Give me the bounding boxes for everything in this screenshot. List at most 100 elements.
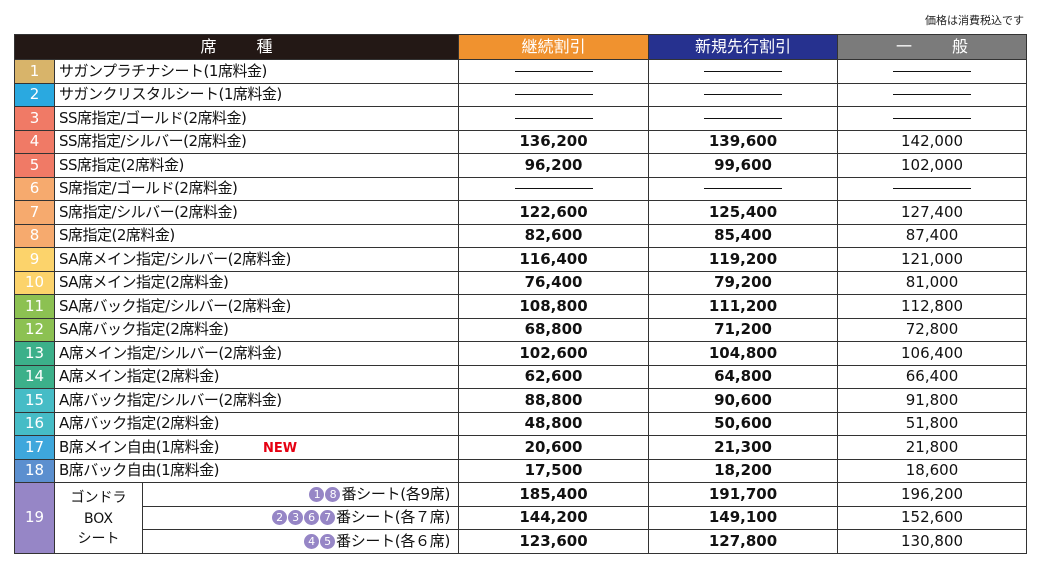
general-price	[837, 59, 1028, 84]
table-row: 13 A席メイン指定/シルバー(2席料金) 102,600 104,800 106,40…	[14, 341, 1028, 366]
general-price: 72,800	[837, 317, 1028, 342]
seat-name: SA席メイン指定/シルバー(2席料金)	[53, 247, 460, 272]
new-advance-price	[648, 106, 839, 131]
row-number: 19	[14, 482, 55, 554]
not-available-dash	[893, 117, 972, 119]
seat-name: サガンクリスタルシート(1席料金)	[53, 82, 460, 107]
new-advance-price: 119,200	[648, 247, 839, 272]
not-available-dash	[514, 188, 593, 190]
general-price: 21,800	[837, 435, 1028, 460]
table-row: 8 S席指定(2席料金) 82,600 85,400 87,400	[14, 223, 1028, 248]
continuing-price: 68,800	[458, 317, 650, 342]
row-number: 3	[14, 106, 55, 131]
continuing-price: 17,500	[458, 458, 650, 483]
table-row: 6 S席指定/ゴールド(2席料金)	[14, 176, 1028, 201]
seat-name-label: SA席バック指定(2席料金)	[59, 320, 229, 339]
row-number: 13	[14, 341, 55, 366]
new-advance-price: 111,200	[648, 294, 839, 319]
number-circle-icon: 4	[304, 533, 319, 549]
new-advance-price: 85,400	[648, 223, 839, 248]
number-circle-icon: 1	[309, 486, 325, 502]
general-price: 87,400	[837, 223, 1028, 248]
seat-name-label: A席バック指定(2席料金)	[59, 414, 220, 433]
general-price: 18,600	[837, 458, 1028, 483]
general-price: 66,400	[837, 364, 1028, 389]
gondola-seat-name: 1 8 番シート(各9席)	[141, 482, 460, 507]
general-price	[837, 82, 1028, 107]
seat-name-label: A席バック指定/シルバー(2席料金)	[59, 390, 282, 409]
not-available-dash	[704, 188, 783, 190]
seat-name: SS席指定/シルバー(2席料金)	[53, 129, 460, 154]
seat-name-label: B席バック自由(1席料金)	[59, 461, 220, 480]
seat-name: A席メイン指定(2席料金)	[53, 364, 460, 389]
row-number: 4	[14, 129, 55, 154]
general-price: 121,000	[837, 247, 1028, 272]
new-advance-price: 18,200	[648, 458, 839, 483]
seat-name: B席メイン自由(1席料金) NEW	[53, 435, 460, 460]
seat-name-label: SS席指定/ゴールド(2席料金)	[59, 108, 247, 127]
new-advance-price: 71,200	[648, 317, 839, 342]
seat-name-label: SA席バック指定/シルバー(2席料金)	[59, 296, 291, 315]
continuing-price	[458, 106, 650, 131]
table-row: 4 5 番シート(各６席) 123,600 127,800 130,800	[15, 529, 1028, 554]
row-number: 5	[14, 153, 55, 178]
not-available-dash	[514, 94, 593, 96]
gondola-seat-label: 番シート(各６席)	[336, 531, 451, 550]
table-row: 10 SA席メイン指定(2席料金) 76,400 79,200 81,000	[14, 270, 1028, 295]
price-rows: 1 サガンプラチナシート(1席料金) 2 サガンクリスタルシート(1席料金) 3 SS席指…	[14, 59, 1028, 554]
general-price: 130,800	[837, 529, 1028, 554]
header-row: 席種 継続割引 新規先行割引 一般	[13, 34, 1028, 60]
not-available-dash	[893, 188, 972, 190]
not-available-dash	[514, 117, 593, 119]
header-general: 一般	[837, 34, 1028, 60]
table-row: 2 3 6 7 番シート(各７席) 144,200 149,100 152,600	[15, 505, 1028, 530]
table-row: 12 SA席バック指定(2席料金) 68,800 71,200 72,800	[14, 317, 1028, 342]
seat-name: SA席メイン指定(2席料金)	[53, 270, 460, 295]
new-advance-price: 125,400	[648, 200, 839, 225]
gondola-label-line: ゴンドラ	[70, 490, 127, 507]
seat-name-label: SS席指定/シルバー(2席料金)	[59, 132, 247, 151]
continuing-price: 20,600	[458, 435, 650, 460]
row-number: 9	[14, 247, 55, 272]
seat-name-label: B席メイン自由(1席料金)	[59, 437, 220, 456]
continuing-price: 123,600	[458, 529, 650, 554]
continuing-price: 96,200	[458, 153, 650, 178]
not-available-dash	[704, 70, 783, 72]
continuing-price: 62,600	[458, 364, 650, 389]
number-circle-icon: 7	[320, 510, 335, 526]
seat-name-label: S席指定/ゴールド(2席料金)	[59, 179, 238, 198]
continuing-price: 88,800	[458, 388, 650, 413]
seat-name: S席指定/シルバー(2席料金)	[53, 200, 460, 225]
row-number: 2	[14, 82, 55, 107]
row-number: 6	[14, 176, 55, 201]
continuing-price: 144,200	[458, 505, 650, 530]
number-circle-icon: 3	[288, 510, 303, 526]
new-advance-price: 90,600	[648, 388, 839, 413]
table-row: 19 ゴンドラ BOX シート 1 8 番シート(各9席) 185,400 191,700 196…	[14, 482, 1028, 554]
seat-name-label: SA席メイン指定/シルバー(2席料金)	[59, 249, 291, 268]
table-row: 2 サガンクリスタルシート(1席料金)	[14, 82, 1028, 107]
continuing-price: 122,600	[458, 200, 650, 225]
seat-name-label: S席指定(2席料金)	[59, 226, 175, 245]
continuing-price: 116,400	[458, 247, 650, 272]
number-circle-icon: 8	[325, 486, 341, 502]
row-number: 8	[14, 223, 55, 248]
not-available-dash	[704, 117, 783, 119]
seat-name: A席バック指定(2席料金)	[53, 411, 460, 436]
seat-name: S席指定/ゴールド(2席料金)	[53, 176, 460, 201]
seat-name-label: A席メイン指定(2席料金)	[59, 367, 220, 386]
general-price: 152,600	[837, 505, 1028, 530]
general-price: 106,400	[837, 341, 1028, 366]
seat-name: サガンプラチナシート(1席料金)	[53, 59, 460, 84]
seat-name: S席指定(2席料金)	[53, 223, 460, 248]
continuing-price	[458, 59, 650, 84]
continuing-price: 108,800	[458, 294, 650, 319]
seat-name: SS席指定/ゴールド(2席料金)	[53, 106, 460, 131]
seat-name: SA席バック指定(2席料金)	[53, 317, 460, 342]
gondola-seat-name: 4 5 番シート(各６席)	[141, 529, 460, 554]
header-continuing-discount: 継続割引	[458, 34, 650, 60]
number-circle-icon: 2	[272, 510, 287, 526]
row-number: 14	[14, 364, 55, 389]
seat-name-label: SA席メイン指定(2席料金)	[59, 273, 229, 292]
continuing-price: 136,200	[458, 129, 650, 154]
